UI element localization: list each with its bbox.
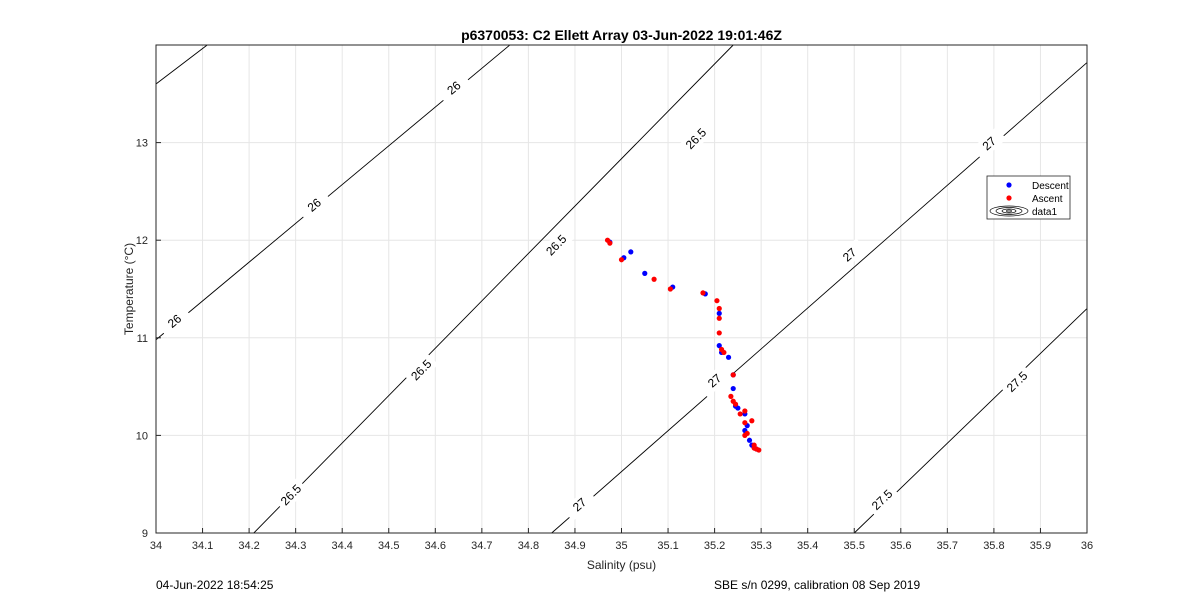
- contour-line: [551, 62, 1088, 534]
- x-axis-label: Salinity (psu): [587, 558, 656, 572]
- contour-label-bg: [157, 304, 193, 338]
- x-tick-label: 34.4: [331, 540, 352, 552]
- legend-label-data1: data1: [1032, 207, 1057, 218]
- point-ascent: [714, 298, 720, 304]
- x-tick-label: 35.2: [704, 540, 725, 552]
- x-tick-label: 35.4: [797, 540, 818, 552]
- point-descent: [716, 310, 722, 316]
- legend-contour-ring: [995, 207, 1023, 215]
- contour-label-bg: [832, 238, 867, 272]
- y-tick-label: 11: [137, 333, 148, 345]
- legend-box: [986, 175, 1071, 220]
- x-tick-label: 34: [150, 540, 162, 552]
- contour-label-bg: [562, 488, 597, 522]
- point-ascent: [742, 420, 748, 426]
- point-ascent: [721, 349, 727, 356]
- x-tick-label: 34.3: [285, 540, 306, 552]
- legend-contour-ring: [989, 205, 1029, 217]
- point-ascent: [618, 257, 625, 263]
- contour-label-bg: [539, 228, 574, 263]
- x-tick-label: 34.6: [425, 540, 446, 552]
- grid: [155, 45, 1088, 534]
- x-tick-label: 34.2: [238, 540, 259, 552]
- y-tick-label: 9: [142, 528, 148, 540]
- legend-contour-ring: [1001, 208, 1017, 214]
- y-tick-label: 10: [136, 430, 148, 442]
- x-tick-label: 36: [1081, 540, 1093, 552]
- x-tick-label: 35.5: [844, 540, 865, 552]
- x-tick-label: 34.1: [192, 540, 213, 552]
- contour-label-bg: [274, 477, 308, 512]
- contour-label-bg: [679, 121, 713, 156]
- legend-marker-descent: [1006, 182, 1012, 188]
- footer-calibration: SBE s/n 0299, calibration 08 Sep 2019: [714, 578, 920, 592]
- x-tick-label: 34.9: [564, 540, 585, 552]
- point-ascent: [737, 411, 743, 417]
- x-tick-label: 35.9: [1030, 540, 1051, 552]
- legend: Descent Ascent data1: [986, 175, 1071, 220]
- axis-ticks: 34 34.1 34.2 34.3 34.4 34.5 34.6 34.7 34.8 34.9 35…: [136, 138, 1093, 552]
- point-descent: [725, 354, 732, 360]
- contour-label-bg: [697, 364, 732, 398]
- contour-line: [253, 44, 734, 534]
- legend-marker-ascent: [1006, 195, 1012, 201]
- point-descent: [642, 270, 648, 276]
- y-tick-label: 12: [136, 235, 148, 247]
- contour-label-bg: [296, 188, 332, 222]
- point-ascent: [651, 276, 657, 282]
- legend-marker-contour-icon: [989, 205, 1029, 217]
- point-descent: [746, 437, 753, 443]
- point-ascent: [716, 315, 722, 321]
- contour-label-bg: [971, 127, 1007, 161]
- point-ascent: [756, 447, 762, 453]
- chart-title: p6370053: C2 Ellett Array 03-Jun-2022 19…: [461, 27, 782, 43]
- point-ascent: [730, 372, 736, 378]
- point-ascent: [742, 408, 748, 414]
- point-descent: [628, 249, 634, 255]
- x-tick-label: 35.7: [937, 540, 958, 552]
- point-ascent: [744, 430, 750, 437]
- y-axis-label: Temperature (°C): [122, 243, 136, 335]
- x-tick-label: 34.8: [518, 540, 539, 552]
- x-tick-label: 35.3: [750, 540, 771, 552]
- point-ascent: [749, 418, 755, 424]
- point-ascent: [716, 330, 722, 336]
- point-ascent: [700, 290, 706, 296]
- point-descent: [716, 343, 722, 349]
- contour-label-bg: [865, 482, 900, 517]
- legend-label-ascent: Ascent: [1032, 194, 1063, 205]
- y-tick-label: 13: [136, 138, 148, 150]
- point-ascent: [732, 401, 739, 407]
- legend-contour-ring: [1006, 209, 1012, 213]
- point-descent: [735, 405, 741, 411]
- legend-label-descent: Descent: [1032, 181, 1069, 192]
- x-tick-label: 34.7: [471, 540, 492, 552]
- contour-label-bg: [404, 352, 439, 388]
- point-ascent: [728, 393, 734, 399]
- contour-label-bg: [436, 71, 472, 105]
- point-ascent: [607, 240, 613, 246]
- footer-timestamp: 04-Jun-2022 18:54:25: [156, 578, 274, 592]
- point-descent: [730, 385, 736, 392]
- x-tick-label: 34.5: [378, 540, 399, 552]
- point-ascent: [716, 305, 722, 312]
- data-points: [604, 237, 762, 453]
- contour-label-bg: [1000, 364, 1035, 399]
- x-tick-label: 35: [615, 540, 627, 552]
- contour-line: [155, 44, 208, 85]
- x-tick-label: 35.8: [983, 540, 1004, 552]
- x-tick-label: 35.6: [890, 540, 911, 552]
- x-tick-label: 35.1: [657, 540, 678, 552]
- point-ascent: [667, 286, 673, 292]
